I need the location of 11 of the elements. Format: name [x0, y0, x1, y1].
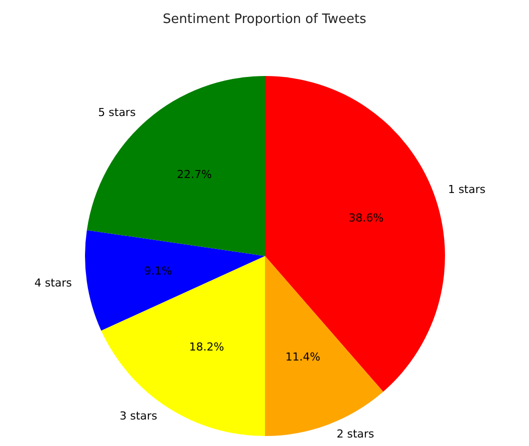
- slice-label: 3 stars: [120, 409, 158, 422]
- data-label: 38.6%: [348, 212, 384, 225]
- data-label: 22.7%: [176, 168, 212, 181]
- data-label: 18.2%: [189, 340, 224, 354]
- data-label: 9.1%: [144, 264, 172, 278]
- slice-label: 2 stars: [336, 427, 374, 440]
- slice-label: 5 stars: [98, 106, 136, 119]
- data-label: 11.4%: [285, 350, 320, 364]
- chart-title: Sentiment Proportion of Tweets: [162, 12, 366, 27]
- slice-label: 4 stars: [34, 276, 72, 290]
- slice-label: 1 stars: [448, 182, 486, 196]
